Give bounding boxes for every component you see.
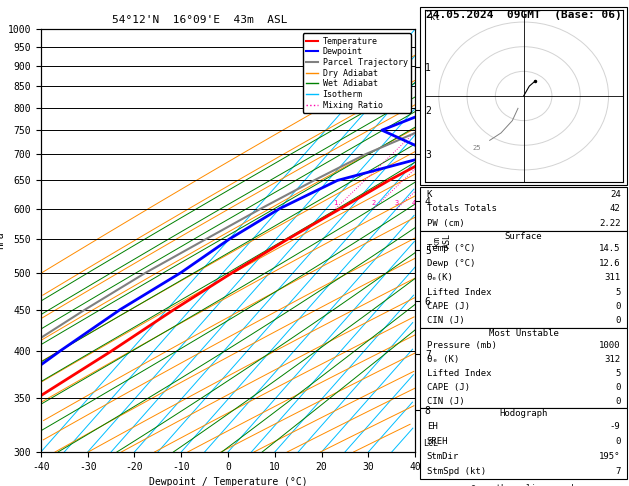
Text: 2.22: 2.22 bbox=[599, 219, 621, 228]
Text: 24.05.2024  09GMT  (Base: 06): 24.05.2024 09GMT (Base: 06) bbox=[426, 10, 621, 20]
Text: Lifted Index: Lifted Index bbox=[426, 369, 491, 378]
Y-axis label: hPa: hPa bbox=[0, 232, 5, 249]
Text: CAPE (J): CAPE (J) bbox=[426, 302, 470, 311]
Bar bbox=[420, 7, 627, 185]
Text: 1: 1 bbox=[333, 200, 338, 207]
Text: 0: 0 bbox=[615, 302, 621, 311]
Text: θₑ (K): θₑ (K) bbox=[426, 355, 459, 364]
Text: Temp (°C): Temp (°C) bbox=[426, 244, 475, 253]
Text: 4: 4 bbox=[412, 200, 416, 207]
Text: 12.6: 12.6 bbox=[599, 259, 621, 268]
Text: Lifted Index: Lifted Index bbox=[426, 288, 491, 296]
Text: StmDir: StmDir bbox=[426, 452, 459, 461]
Text: Most Unstable: Most Unstable bbox=[489, 329, 559, 338]
Text: 312: 312 bbox=[604, 355, 621, 364]
Bar bbox=[420, 328, 627, 408]
Text: 0: 0 bbox=[615, 437, 621, 446]
Text: 195°: 195° bbox=[599, 452, 621, 461]
Bar bbox=[420, 408, 627, 479]
Text: 5: 5 bbox=[615, 288, 621, 296]
Text: 7: 7 bbox=[615, 467, 621, 476]
Text: LCL: LCL bbox=[423, 438, 438, 448]
Text: 2: 2 bbox=[371, 200, 376, 207]
Text: 1000: 1000 bbox=[599, 341, 621, 350]
Text: K: K bbox=[426, 190, 432, 199]
Text: StmSpd (kt): StmSpd (kt) bbox=[426, 467, 486, 476]
Text: 42: 42 bbox=[610, 205, 621, 213]
Text: © weatheronline.co.uk: © weatheronline.co.uk bbox=[471, 484, 576, 486]
Text: -9: -9 bbox=[610, 422, 621, 431]
Y-axis label: km
ASL: km ASL bbox=[432, 233, 452, 248]
Text: SREH: SREH bbox=[426, 437, 448, 446]
Text: 24: 24 bbox=[610, 190, 621, 199]
Text: CAPE (J): CAPE (J) bbox=[426, 383, 470, 392]
Text: Totals Totals: Totals Totals bbox=[426, 205, 496, 213]
Text: Mixing Ratio (g/kg): Mixing Ratio (g/kg) bbox=[467, 273, 477, 361]
X-axis label: Dewpoint / Temperature (°C): Dewpoint / Temperature (°C) bbox=[148, 477, 308, 486]
Text: θₑ(K): θₑ(K) bbox=[426, 273, 454, 282]
Text: 54°12'N  16°09'E  43m  ASL: 54°12'N 16°09'E 43m ASL bbox=[112, 15, 287, 25]
Text: 14.5: 14.5 bbox=[599, 244, 621, 253]
Bar bbox=[420, 187, 627, 231]
Text: EH: EH bbox=[426, 422, 437, 431]
Text: 5: 5 bbox=[615, 369, 621, 378]
Bar bbox=[420, 231, 627, 328]
Text: Dewp (°C): Dewp (°C) bbox=[426, 259, 475, 268]
Text: 0: 0 bbox=[615, 383, 621, 392]
Legend: Temperature, Dewpoint, Parcel Trajectory, Dry Adiabat, Wet Adiabat, Isotherm, Mi: Temperature, Dewpoint, Parcel Trajectory… bbox=[303, 34, 411, 113]
Text: Hodograph: Hodograph bbox=[499, 409, 548, 418]
Text: PW (cm): PW (cm) bbox=[426, 219, 464, 228]
Text: 311: 311 bbox=[604, 273, 621, 282]
Text: CIN (J): CIN (J) bbox=[426, 316, 464, 325]
Text: 0: 0 bbox=[615, 397, 621, 406]
Text: 3: 3 bbox=[395, 200, 399, 207]
Text: Pressure (mb): Pressure (mb) bbox=[426, 341, 496, 350]
Text: 0: 0 bbox=[615, 316, 621, 325]
Text: CIN (J): CIN (J) bbox=[426, 397, 464, 406]
Text: Surface: Surface bbox=[505, 232, 542, 241]
